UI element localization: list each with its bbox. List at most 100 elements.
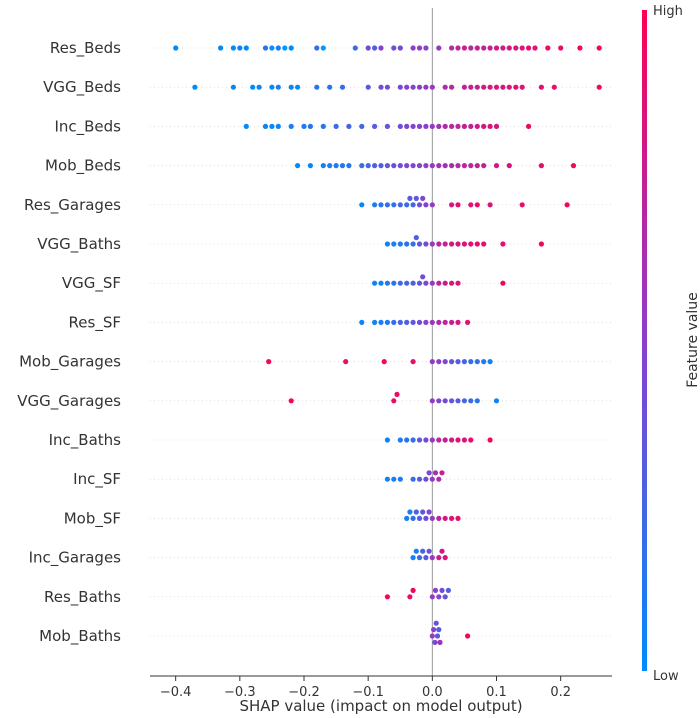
- data-point: [391, 476, 397, 482]
- data-point: [468, 84, 474, 90]
- data-point: [416, 437, 423, 443]
- data-point: [320, 163, 326, 169]
- data-point: [436, 319, 442, 325]
- data-point: [429, 319, 435, 325]
- feature-label: Res_SF: [69, 313, 121, 332]
- data-point: [481, 45, 487, 51]
- data-point: [449, 515, 455, 522]
- data-point: [442, 555, 448, 561]
- data-point: [266, 359, 272, 365]
- data-point: [442, 359, 448, 365]
- data-point: [359, 319, 365, 325]
- feature-label: VGG_SF: [62, 274, 121, 293]
- data-point: [327, 163, 333, 169]
- data-point: [449, 163, 455, 169]
- data-point: [407, 594, 413, 600]
- colorbar-title: Feature value: [685, 292, 700, 388]
- data-point: [275, 123, 281, 129]
- data-point: [461, 84, 467, 90]
- data-point: [397, 241, 403, 247]
- data-point: [416, 515, 423, 522]
- data-point: [436, 45, 442, 51]
- data-point: [564, 202, 570, 208]
- data-point: [474, 163, 480, 169]
- data-point: [391, 163, 397, 169]
- data-point: [397, 202, 403, 208]
- data-point: [230, 84, 236, 90]
- data-point: [442, 84, 448, 90]
- data-point: [416, 84, 423, 90]
- data-point: [404, 123, 410, 129]
- data-point: [465, 319, 471, 325]
- data-point: [381, 359, 387, 365]
- data-point: [468, 437, 474, 443]
- data-point: [333, 123, 339, 129]
- data-point: [397, 319, 403, 325]
- data-point: [333, 163, 339, 169]
- data-point: [416, 555, 423, 561]
- data-point: [436, 280, 442, 286]
- data-point: [449, 359, 455, 365]
- data-point: [250, 84, 256, 90]
- data-point: [397, 123, 403, 129]
- data-point: [442, 594, 448, 600]
- data-point: [397, 45, 403, 51]
- data-point: [352, 45, 358, 51]
- data-point: [474, 123, 480, 129]
- data-point: [410, 84, 416, 90]
- data-point: [436, 359, 442, 365]
- data-point: [506, 84, 512, 90]
- data-point: [288, 84, 294, 90]
- data-point: [596, 84, 602, 90]
- data-point: [423, 555, 429, 561]
- data-point: [461, 398, 467, 404]
- data-point: [327, 84, 333, 90]
- data-point: [474, 202, 480, 208]
- data-point: [493, 123, 500, 129]
- data-point: [378, 202, 384, 208]
- data-point: [295, 84, 301, 90]
- data-point: [384, 594, 390, 600]
- data-point: [429, 594, 435, 600]
- data-point: [500, 45, 506, 51]
- data-point: [410, 476, 416, 482]
- feature-label: Mob_Garages: [19, 353, 121, 372]
- data-point: [314, 45, 320, 51]
- data-point: [513, 45, 519, 51]
- feature-label: Inc_SF: [73, 470, 121, 489]
- data-point: [487, 84, 493, 90]
- data-point: [378, 45, 384, 51]
- data-point: [413, 195, 419, 201]
- data-point: [519, 202, 525, 208]
- data-point: [282, 45, 288, 51]
- data-point: [391, 280, 397, 286]
- data-points: [173, 45, 602, 646]
- data-point: [468, 241, 474, 247]
- data-point: [420, 509, 426, 515]
- data-point: [262, 123, 269, 129]
- data-point: [455, 280, 461, 286]
- data-point: [513, 84, 519, 90]
- data-point: [404, 515, 410, 522]
- data-point: [449, 319, 455, 325]
- data-point: [346, 123, 352, 129]
- data-point: [474, 398, 480, 404]
- data-point: [404, 84, 410, 90]
- data-point: [538, 241, 545, 247]
- data-point: [429, 84, 435, 90]
- data-point: [359, 123, 365, 129]
- data-point: [436, 123, 442, 129]
- feature-label: Inc_Garages: [29, 549, 122, 568]
- data-point: [468, 163, 474, 169]
- colorbar: High Low Feature value: [642, 4, 700, 684]
- feature-label: Inc_Baths: [49, 431, 122, 450]
- data-point: [538, 163, 545, 169]
- data-point: [449, 398, 455, 404]
- data-point: [391, 241, 397, 247]
- data-point: [262, 45, 269, 51]
- x-tick-label: 0.1: [486, 685, 507, 700]
- data-point: [410, 319, 416, 325]
- data-point: [481, 123, 487, 129]
- data-point: [481, 241, 487, 247]
